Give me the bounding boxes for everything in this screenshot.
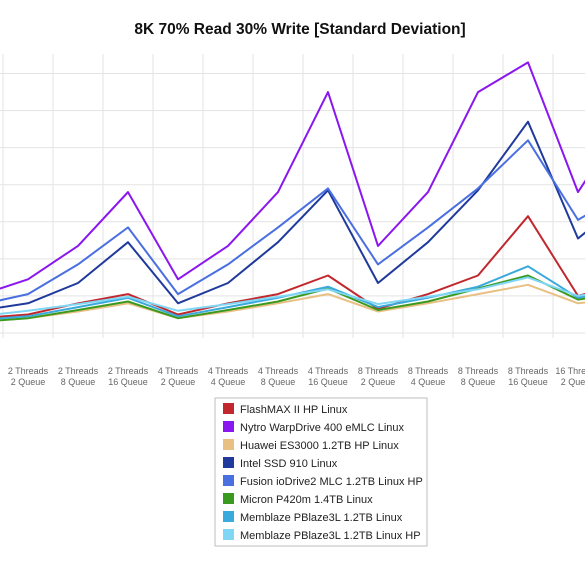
- plot-area: [0, 61, 585, 322]
- x-tick-label: 4 Threads 4 Queue: [208, 366, 249, 387]
- legend-label: FlashMAX II HP Linux: [240, 404, 348, 416]
- x-tick-label: 4 Threads 8 Queue: [258, 366, 299, 387]
- chart-title: 8K 70% Read 30% Write [Standard Deviatio…: [134, 21, 465, 38]
- legend-label: Fusion ioDrive2 MLC 1.2TB Linux HP: [240, 476, 423, 488]
- legend: FlashMAX II HP Linux Nytro WarpDrive 400 …: [214, 397, 428, 547]
- legend-label: Huawei ES3000 1.2TB HP Linux: [240, 440, 399, 452]
- series-line: [0, 215, 585, 318]
- x-tick-label: 2 Threads 16 Queue: [108, 366, 149, 387]
- legend-label: Intel SSD 910 Linux: [240, 458, 338, 470]
- x-tick-label: 8 Threads 8 Queue: [458, 366, 499, 387]
- legend-swatch: [223, 475, 234, 486]
- legend-box: [214, 397, 428, 547]
- legend-swatch: [223, 493, 234, 504]
- grid: [0, 54, 585, 338]
- series-line: [0, 283, 585, 322]
- legend-label: Micron P420m 1.4TB Linux: [240, 494, 373, 506]
- legend-swatch: [223, 439, 234, 450]
- x-tick-label: 8 Threads 4 Queue: [408, 366, 449, 387]
- legend-swatch: [223, 403, 234, 414]
- series-line: [0, 61, 585, 290]
- legend-label: Memblaze PBlaze3L 1.2TB Linux: [240, 512, 403, 524]
- series-line: [0, 120, 585, 309]
- legend-swatch: [223, 457, 234, 468]
- legend-label: Nytro WarpDrive 400 eMLC Linux: [240, 422, 405, 434]
- legend-swatch: [223, 421, 234, 432]
- series-line: [0, 276, 585, 315]
- x-tick-label: 2 Threads 2 Queue: [8, 366, 49, 387]
- x-tick-label: 8 Threads 2 Queue: [358, 366, 399, 387]
- series-line: [0, 274, 585, 322]
- legend-label: Memblaze PBlaze3L 1.2TB Linux HP: [240, 530, 421, 542]
- legend-swatch: [223, 511, 234, 522]
- series-line: [0, 139, 585, 302]
- x-tick-label: 4 Threads 2 Queue: [158, 366, 199, 387]
- x-tick-label: 2 Threads 8 Queue: [58, 366, 99, 387]
- x-tick-label: 8 Threads 16 Queue: [508, 366, 549, 387]
- x-tick-label: 4 Threads 16 Queue: [308, 366, 349, 387]
- legend-swatch: [223, 529, 234, 540]
